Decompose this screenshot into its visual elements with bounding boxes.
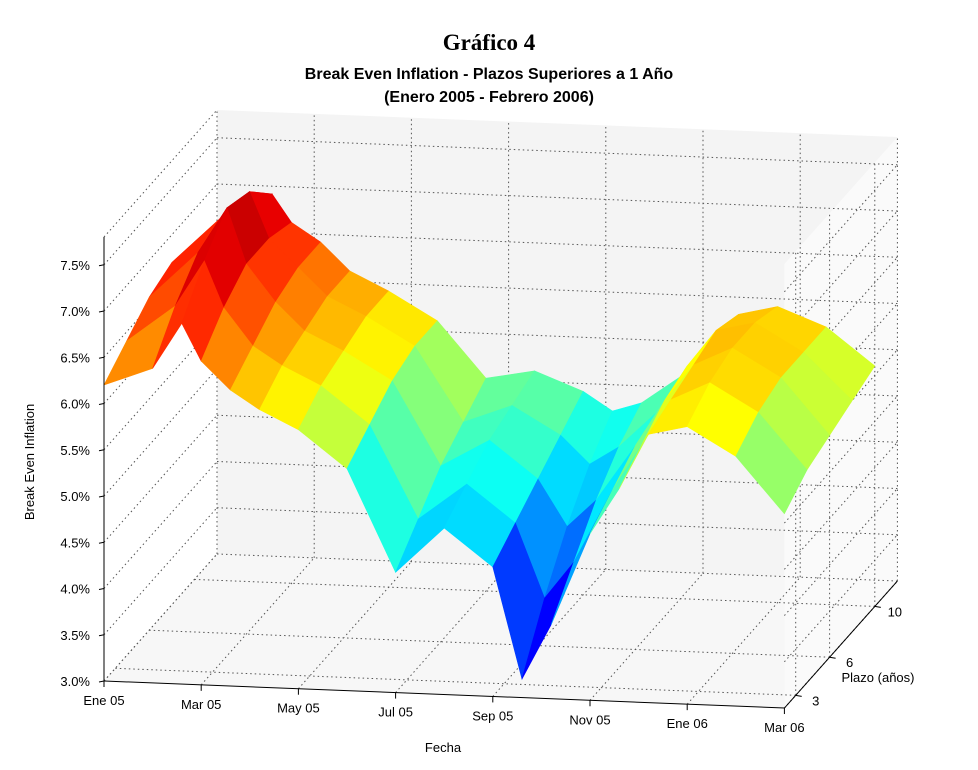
grid-line xyxy=(103,322,218,451)
z-tick-label: 6.5% xyxy=(60,350,90,365)
grid-line xyxy=(216,229,898,258)
back-pane xyxy=(104,110,898,709)
z-tick-label: 6.0% xyxy=(60,397,90,412)
z-tick-label: 4.5% xyxy=(60,535,90,550)
grid-line xyxy=(784,395,898,524)
y-tick-label: 6 xyxy=(846,655,853,670)
surface-patch xyxy=(735,411,808,515)
z-tick xyxy=(98,310,105,313)
floor xyxy=(104,554,898,709)
grid-line xyxy=(103,229,218,358)
y-tick xyxy=(795,694,802,697)
z-tick xyxy=(98,449,105,452)
grid-line xyxy=(103,507,218,636)
y-axis-line xyxy=(784,580,898,709)
side-wall xyxy=(784,137,898,709)
grid-line xyxy=(103,109,218,238)
z-tick-label: 5.0% xyxy=(60,489,90,504)
x-tick-label: May 05 xyxy=(277,701,320,716)
grid-line xyxy=(149,629,830,658)
z-tick-label: 3.5% xyxy=(60,628,90,643)
grid-line xyxy=(589,572,704,701)
y-tick xyxy=(874,605,881,608)
z-axis-label: Break Even Inflation xyxy=(22,404,37,520)
grid-line xyxy=(298,561,412,690)
x-tick-label: Ene 06 xyxy=(667,716,708,731)
grid-line xyxy=(103,183,218,312)
y-tick-label: 10 xyxy=(888,604,902,619)
z-tick-label: 7.0% xyxy=(60,304,90,319)
surface xyxy=(103,191,876,681)
z-tick xyxy=(98,264,105,267)
y-tick xyxy=(829,656,836,659)
grid-line xyxy=(103,461,218,589)
grid-line xyxy=(103,276,218,404)
grid-line xyxy=(216,137,898,166)
chart-subtitle: (Enero 2005 - Febrero 2006) xyxy=(384,89,594,106)
grid-line xyxy=(784,534,898,663)
z-tick xyxy=(98,403,105,405)
grid-line xyxy=(784,210,898,339)
x-tick-label: Mar 05 xyxy=(181,697,221,712)
y-tick-label: 3 xyxy=(812,693,819,708)
z-tick-label: 7.5% xyxy=(60,258,90,273)
chart-title: Break Even Inflation - Plazos Superiores… xyxy=(304,66,674,83)
z-tick xyxy=(98,356,105,359)
grid-line xyxy=(194,578,875,607)
grid-line xyxy=(784,488,898,616)
grid-line xyxy=(784,441,898,570)
x-axis-line xyxy=(103,680,785,709)
x-tick-label: Jul 05 xyxy=(378,705,413,720)
grid-line xyxy=(200,557,315,686)
grid-line xyxy=(216,183,898,212)
grid-line xyxy=(395,565,509,693)
z-tick xyxy=(98,541,105,544)
tick-labels: Ene 05 Mar 05 May 05 Jul 05 Sep 05 Nov 05 Ene … xyxy=(60,258,902,735)
x-tick-label: Ene 05 xyxy=(83,693,124,708)
grid-line xyxy=(686,576,801,705)
figure-label: Gráfico 4 xyxy=(442,30,536,55)
x-tick-label: Sep 05 xyxy=(472,708,513,723)
grid-line xyxy=(115,667,796,696)
grid-line xyxy=(492,569,607,697)
grid-line xyxy=(784,164,898,293)
z-tick xyxy=(98,495,105,498)
y-axis-label: Plazo (años) xyxy=(842,670,915,685)
z-tick-label: 3.0% xyxy=(60,674,90,689)
grid-line xyxy=(216,553,898,582)
z-tick-label: 5.5% xyxy=(60,443,90,458)
x-tick-label: Nov 05 xyxy=(569,712,610,727)
grid-line xyxy=(103,553,218,682)
grid-line xyxy=(103,137,218,266)
grid-line xyxy=(103,414,218,543)
x-axis-label: Fecha xyxy=(425,740,462,755)
grid-line xyxy=(216,507,898,536)
z-tick xyxy=(98,634,105,637)
x-tick-label: Mar 06 xyxy=(764,720,804,735)
z-tick-label: 4.0% xyxy=(60,582,90,597)
grid-line xyxy=(103,368,218,497)
z-tick xyxy=(98,680,105,683)
z-tick xyxy=(98,588,105,590)
